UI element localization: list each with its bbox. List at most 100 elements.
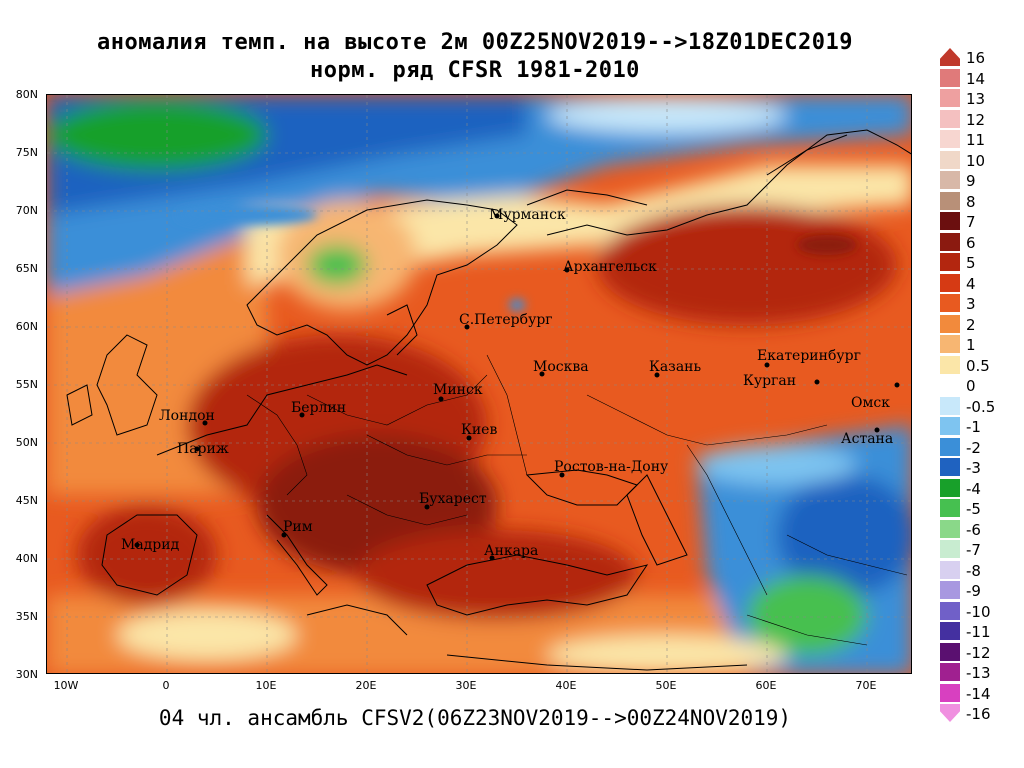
colorbar-swatch (940, 622, 960, 640)
colorbar-label: 5 (966, 254, 976, 272)
colorbar-label: -13 (966, 664, 991, 682)
colorbar-swatch (940, 294, 960, 312)
city-label-madrid: Мадрид (121, 537, 180, 553)
lon-label: 20E (355, 679, 377, 692)
city-label-arkhangelsk: Архангельск (563, 259, 657, 275)
colorbar-swatch (940, 458, 960, 476)
colorbar-label: -11 (966, 623, 991, 641)
lat-label: 35N (15, 610, 38, 623)
colorbar-swatch (940, 335, 960, 353)
colorbar-label: 8 (966, 192, 976, 211)
city-label-rome: Рим (283, 519, 313, 535)
colorbar-swatch (940, 601, 960, 620)
colorbar-label: 0.5 (966, 356, 990, 375)
lat-label: 40N (15, 552, 38, 565)
colorbar-swatch (940, 540, 960, 558)
city-label-st-petersburg: С.Петербург (459, 312, 553, 328)
colorbar-label: -16 (966, 705, 991, 723)
colorbar-label: 13 (966, 90, 986, 108)
colorbar-label: -3 (966, 459, 981, 477)
city-label-murmansk: Мурманск (489, 207, 566, 223)
colorbar-label: -7 (966, 541, 981, 559)
colorbar-swatch (940, 89, 960, 107)
map-title-line2: норм. ряд CFSR 1981-2010 (310, 58, 640, 83)
colorbar-swatch (940, 314, 960, 333)
colorbar-swatch (940, 171, 960, 189)
colorbar-label: -1 (966, 418, 981, 436)
colorbar-swatch (940, 478, 960, 497)
lon-label: 10E (255, 679, 277, 692)
colorbar-swatch (940, 519, 960, 538)
lon-label: 50E (655, 679, 677, 692)
colorbar-swatch (940, 48, 960, 66)
colorbar-label: 3 (966, 295, 976, 313)
colorbar-label: -10 (966, 602, 991, 621)
colorbar-label: -8 (966, 561, 981, 580)
colorbar-swatch (940, 437, 960, 456)
colorbar-swatch (940, 663, 960, 681)
colorbar-swatch (940, 355, 960, 374)
graticule (47, 95, 911, 673)
lat-label: 30N (15, 668, 38, 681)
colorbar-label: -2 (966, 438, 981, 457)
city-label-ankara: Анкара (484, 543, 539, 559)
city-label-minsk: Минск (433, 382, 483, 398)
city-label-moscow: Москва (533, 359, 589, 375)
lat-label: 50N (15, 436, 38, 449)
colorbar-swatch (940, 376, 960, 394)
colorbar-label: -4 (966, 479, 981, 498)
colorbar-swatch (940, 109, 960, 128)
colorbar-label: 7 (966, 213, 976, 231)
colorbar-label: -9 (966, 582, 981, 600)
colorbar-swatch (940, 704, 960, 722)
colorbar-swatch (940, 499, 960, 517)
colorbar-swatch (940, 417, 960, 435)
colorbar-label: -6 (966, 520, 981, 539)
city-markers (134, 213, 900, 561)
lat-label: 55N (15, 378, 38, 391)
city-label-bucharest: Бухарест (419, 491, 487, 507)
city-label-berlin: Берлин (291, 400, 347, 416)
lon-label: 70E (855, 679, 877, 692)
colorbar-label: 14 (966, 69, 986, 88)
colorbar-label: -0.5 (966, 397, 996, 416)
lat-label: 75N (15, 146, 38, 159)
colorbar-label: 2 (966, 315, 976, 334)
colorbar-label: -14 (966, 684, 991, 703)
colorbar-swatch (940, 130, 960, 148)
map-title-line1: аномалия темп. на высоте 2м 00Z25NOV2019… (97, 30, 853, 55)
lon-label: 10W (53, 679, 79, 692)
colorbar-swatch (940, 253, 960, 271)
colorbar-label: 0 (966, 377, 976, 395)
colorbar-label: 10 (966, 151, 986, 170)
city-label-kurgan: Курган (743, 373, 797, 389)
colorbar-label: 4 (966, 274, 976, 293)
colorbar-swatch (940, 581, 960, 599)
colorbar-swatch (940, 683, 960, 702)
city-label-kazan: Казань (649, 359, 702, 375)
colorbar-swatch (940, 232, 960, 251)
lat-label: 45N (15, 494, 38, 507)
city-label-yekaterinburg: Екатеринбург (757, 348, 861, 364)
colorbar-label: 16 (966, 49, 986, 67)
colorbar-swatch (940, 68, 960, 87)
colorbar-swatch (940, 273, 960, 292)
city-label-paris: Париж (177, 441, 229, 457)
lon-label: 30E (455, 679, 477, 692)
colorbar-label: 1 (966, 336, 976, 354)
map-field (47, 95, 911, 673)
colorbar-swatch (940, 191, 960, 210)
lat-label: 65N (15, 262, 38, 275)
coastlines (66, 129, 911, 671)
city-label-kyiv: Киев (461, 422, 498, 438)
colorbar-swatch (940, 642, 960, 661)
colorbar-label: 6 (966, 233, 976, 252)
lat-label: 70N (15, 204, 38, 217)
colorbar-swatch (940, 560, 960, 579)
colorbar-swatch (940, 396, 960, 415)
lon-label: 60E (755, 679, 777, 692)
colorbar-label: 12 (966, 110, 986, 129)
lon-label: 40E (555, 679, 577, 692)
lon-label: 0 (162, 679, 170, 692)
colorbar-legend: 16 14 13 12 11 10 9 8 7 6 5 4 3 2 1 0.5 0 -0.5 -1 -2 -3 -4 -5 -… (940, 48, 1020, 723)
